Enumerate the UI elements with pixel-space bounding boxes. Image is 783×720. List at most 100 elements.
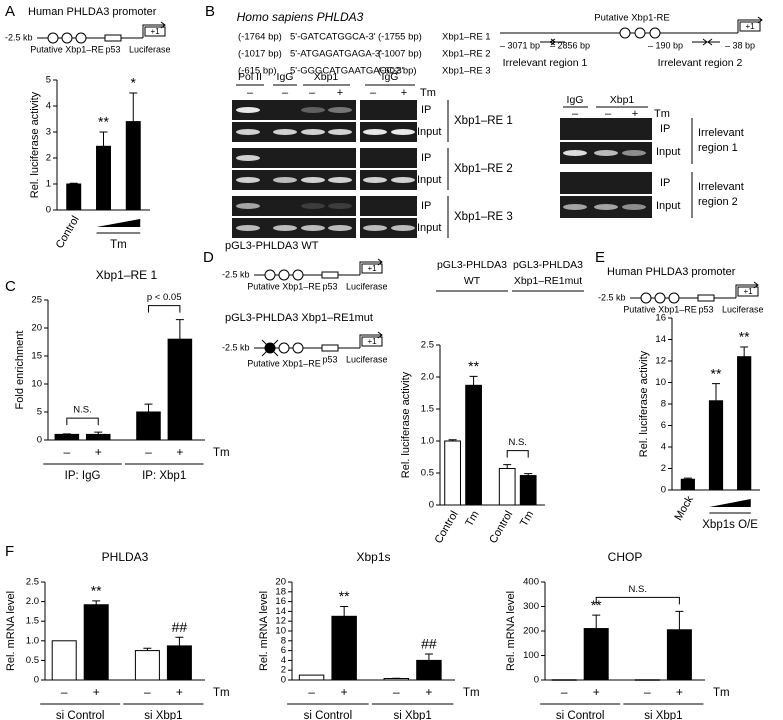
bracket — [506, 450, 529, 458]
factor-label: Tm — [713, 687, 730, 699]
gel-band — [622, 204, 646, 210]
tm-label: Tm — [654, 108, 670, 120]
y-tick-label: 0 — [34, 675, 39, 686]
y-tick-label: 1.5 — [26, 616, 39, 627]
binding-site — [654, 292, 666, 304]
group-label: si Xbp1 — [144, 710, 182, 720]
diagram-title: pGL3-PHLDA3 WT — [225, 240, 319, 252]
x-tick-label: – — [145, 445, 152, 459]
region-label: Xbp1–RE 3 — [454, 211, 513, 223]
input-label: Input — [417, 126, 441, 138]
x-tick-label: + — [425, 685, 432, 699]
p53-label: p53 — [105, 44, 120, 54]
ip-label: IP — [421, 104, 431, 116]
gel-header: Pol II — [238, 71, 262, 83]
error-bar — [69, 182, 78, 184]
site-text: 5'-GATCATGGCA-3' — [290, 32, 376, 43]
gel-band — [273, 177, 297, 183]
gel-band — [301, 129, 325, 135]
significance-mark: ** — [98, 114, 109, 130]
tss-label: +1 — [150, 27, 160, 36]
y-tick-label: 0 — [661, 485, 666, 496]
gel-header: IgG — [277, 71, 294, 83]
input-label: Input — [656, 200, 680, 212]
panel-letter: C — [5, 278, 16, 295]
panel-letter: D — [203, 249, 214, 266]
gel — [560, 118, 652, 140]
error-bar — [469, 375, 478, 386]
x-tick-label: Mock — [672, 494, 696, 523]
bar — [125, 121, 141, 211]
gel-band — [363, 177, 387, 183]
x-tick-label: + — [593, 685, 600, 699]
element-label: Putative Xbp1–RE — [30, 44, 104, 54]
group-label: IP: Xbp1 — [142, 470, 186, 482]
gene-title: Homo sapiens PHLDA3 — [237, 10, 364, 24]
group-label: si Xbp1 — [644, 710, 682, 720]
x-tick-label: + — [341, 685, 348, 699]
chart-title: PHLDA3 — [102, 550, 149, 564]
binding-site — [278, 269, 290, 281]
error-bar — [524, 473, 533, 476]
y-tick-label: 0 — [429, 500, 434, 511]
gel-band — [301, 177, 325, 183]
significance-mark: ** — [591, 597, 602, 613]
bar — [708, 400, 724, 491]
factor-label: Tm — [463, 687, 480, 699]
site-text: 5'-ATGAGATGAGA-3' — [290, 49, 382, 60]
diagram-title: Human PHLDA3 promoter — [28, 6, 157, 18]
diagram-title: pGL3-PHLDA3 Xbp1–RE1mut — [225, 312, 373, 324]
group-label: Tm — [110, 239, 127, 251]
site-text: 5'-GGGCATGAATGACC-3' — [290, 66, 404, 77]
error-bar — [340, 606, 349, 617]
binding-site — [649, 27, 661, 39]
tm-sign: – — [247, 87, 254, 99]
gel-band — [328, 107, 352, 113]
bar — [166, 645, 192, 681]
x-tick-label: + — [176, 685, 183, 699]
element-label: Putative Xbp1–RE — [623, 304, 697, 314]
x-tick-label: – — [144, 685, 151, 699]
bar — [465, 384, 482, 506]
bracket-label: p < 0.05 — [147, 292, 182, 303]
error-bar — [712, 383, 720, 401]
bar — [83, 604, 109, 681]
tss-box — [361, 263, 383, 274]
gel — [232, 196, 356, 216]
y-tick-label: 20 — [31, 323, 42, 334]
gel-band — [594, 204, 618, 210]
error-bar — [175, 636, 184, 646]
region-label: Irrelevant — [698, 127, 744, 139]
tss-box — [144, 26, 166, 37]
gel-band — [236, 107, 260, 113]
x-tick-label: + — [176, 445, 183, 459]
bar — [666, 629, 692, 681]
error-bar — [92, 600, 101, 605]
region-label: Irrelevant region 2 — [658, 57, 743, 69]
bar — [416, 659, 442, 681]
tm-sign: + — [401, 87, 407, 99]
x-tick-label: Control — [54, 214, 82, 251]
gel-band — [363, 225, 387, 231]
y-tick-label: 5 — [46, 75, 51, 86]
bar — [634, 679, 660, 681]
y-tick-label: 2.0 — [26, 596, 39, 607]
panel-letter: A — [5, 3, 15, 20]
p53-site — [104, 34, 122, 42]
gel-band — [563, 150, 587, 156]
y-tick-label: 8 — [661, 399, 666, 410]
site-text: (-1007 bp) — [378, 49, 422, 60]
site-text: (-615 bp) — [238, 66, 277, 77]
p53-site — [321, 271, 339, 279]
y-tick-label: 300 — [523, 601, 539, 612]
gel-band — [301, 225, 325, 231]
factor-label: Tm — [213, 687, 230, 699]
bar — [96, 145, 111, 211]
gel-band — [236, 177, 260, 183]
y-tick-label: 8 — [281, 635, 286, 646]
x-tick-label: – — [561, 685, 568, 699]
bar — [66, 183, 82, 211]
ip-label: IP — [421, 200, 431, 212]
y-tick-label: 2.5 — [26, 577, 39, 588]
